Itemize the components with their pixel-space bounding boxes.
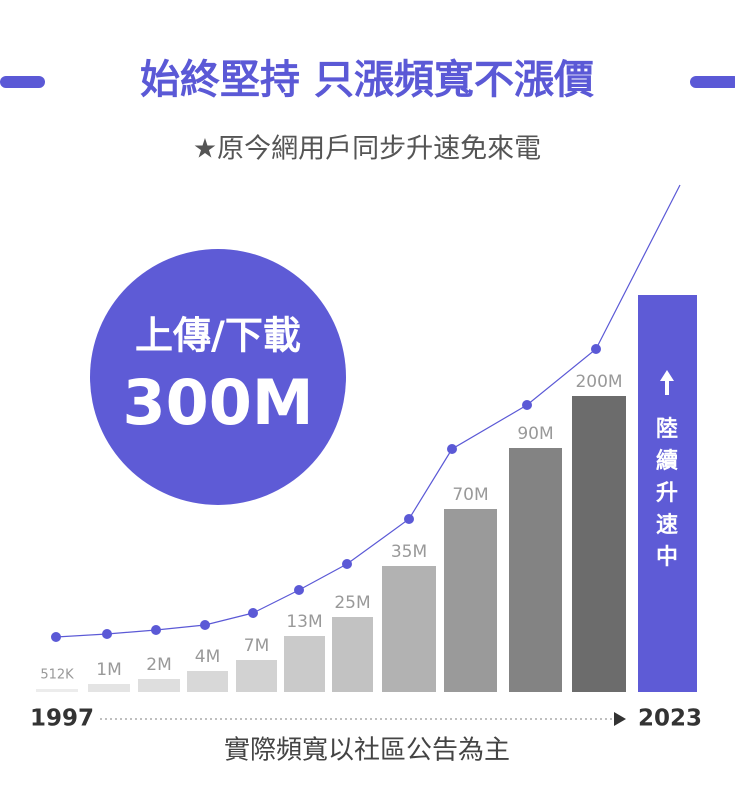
bar-label: 200M	[575, 372, 622, 392]
bar	[138, 679, 180, 692]
trend-line	[55, 184, 681, 638]
bar-label: 13M	[286, 612, 322, 632]
highlight-bar	[638, 295, 697, 692]
bar	[236, 660, 277, 692]
bar	[382, 566, 436, 692]
highlight-arrow	[660, 370, 674, 395]
highlight-char: 續	[656, 448, 678, 474]
bar	[444, 509, 497, 692]
highlight-char: 速	[656, 512, 678, 538]
trend-dot	[51, 632, 61, 642]
bar	[509, 448, 562, 692]
trend-dot	[151, 625, 161, 635]
bar-label: 4M	[195, 647, 220, 667]
trend-dot	[200, 620, 210, 630]
trend-dot	[294, 585, 304, 595]
bar-label: 512K	[40, 668, 74, 683]
trend-dot	[591, 344, 601, 354]
badge-label: 上傳/下載	[135, 314, 301, 358]
trend-dot	[248, 608, 258, 618]
footnote: 實際頻寬以社區公告為主	[224, 736, 510, 766]
title-dash-left	[0, 76, 45, 88]
timeline-start: 1997	[30, 706, 94, 732]
bar	[332, 617, 373, 692]
highlight-char: 中	[656, 545, 678, 570]
subtitle: ★原今網用戶同步升速免來電	[193, 134, 541, 165]
bar-label: 2M	[146, 655, 171, 675]
bar-label: 35M	[391, 542, 427, 562]
bar-label: 70M	[452, 485, 488, 505]
timeline-end: 2023	[638, 706, 702, 732]
trend-dot	[342, 559, 352, 569]
bar	[187, 671, 228, 692]
bar-label: 90M	[517, 424, 553, 444]
trend-dot	[447, 444, 457, 454]
badge-speed: 300M	[122, 366, 313, 439]
bar	[36, 689, 78, 692]
trend-dot	[522, 400, 532, 410]
trend-dot	[102, 629, 112, 639]
bar	[88, 684, 130, 692]
title-dash-right	[690, 76, 735, 88]
bar-label: 1M	[96, 660, 121, 680]
highlight-char: 升	[656, 481, 678, 506]
bar-label: 7M	[244, 636, 269, 656]
bar	[572, 396, 626, 692]
highlight-char: 陸	[656, 416, 678, 442]
trend-dot	[404, 514, 414, 524]
bar	[284, 636, 325, 692]
title: 始終堅持 只漲頻寬不漲價	[140, 57, 594, 103]
timeline-arrow	[614, 712, 626, 726]
bar-label: 25M	[334, 593, 370, 613]
badge-circle	[90, 249, 346, 505]
